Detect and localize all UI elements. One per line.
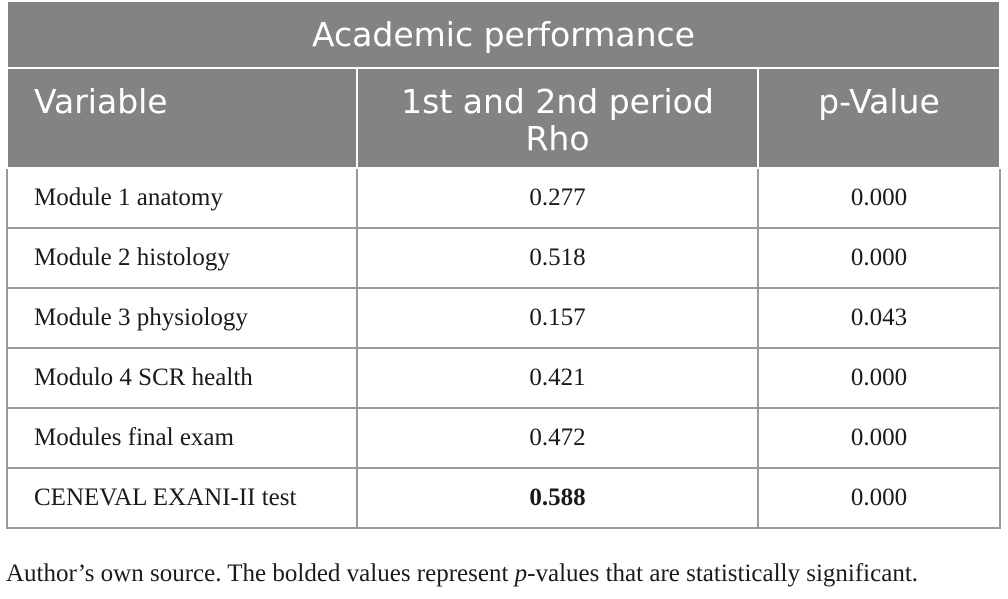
table-row: Module 1 anatomy 0.277 0.000 [6, 167, 1001, 229]
cell-variable: Module 1 anatomy [6, 167, 358, 229]
header-rho: 1st and 2nd period Rho [356, 67, 759, 169]
column-header-row: Variable 1st and 2nd period Rho p-Value [6, 67, 1001, 169]
header-variable: Variable [6, 67, 358, 169]
table-row: CENEVAL EXANI-II test 0.588 0.000 [6, 467, 1001, 529]
results-table: Academic performance Variable 1st and 2n… [6, 2, 1001, 529]
table-row: Modules final exam 0.472 0.000 [6, 407, 1001, 469]
cell-pvalue: 0.000 [757, 167, 1001, 229]
table-row: Modulo 4 SCR health 0.421 0.000 [6, 347, 1001, 409]
header-pvalue: p-Value [757, 67, 1001, 169]
cell-rho: 0.472 [356, 407, 759, 469]
footnote-text-end: -values that are statistically significa… [527, 560, 919, 587]
cell-variable: CENEVAL EXANI-II test [6, 467, 358, 529]
footnote-italic-p: p [514, 560, 528, 587]
table-header: Academic performance Variable 1st and 2n… [6, 2, 1001, 169]
table-footnote: Author’s own source. The bolded values r… [6, 560, 918, 588]
cell-rho: 0.518 [356, 227, 759, 289]
header-rho-line1: 1st and 2nd period [401, 82, 714, 121]
footnote-text-start: Author’s own source. The bolded values r… [6, 560, 515, 587]
header-rho-line2: Rho [525, 119, 590, 158]
table-title: Academic performance [6, 2, 1001, 69]
cell-pvalue: 0.000 [757, 347, 1001, 409]
cell-rho: 0.277 [356, 167, 759, 229]
cell-pvalue: 0.000 [757, 227, 1001, 289]
cell-rho: 0.588 [356, 467, 759, 529]
cell-pvalue: 0.000 [757, 467, 1001, 529]
cell-pvalue: 0.000 [757, 407, 1001, 469]
table-row: Module 2 histology 0.518 0.000 [6, 227, 1001, 289]
cell-pvalue: 0.043 [757, 287, 1001, 349]
title-row: Academic performance [6, 2, 1001, 69]
cell-variable: Module 2 histology [6, 227, 358, 289]
cell-rho: 0.157 [356, 287, 759, 349]
cell-variable: Module 3 physiology [6, 287, 358, 349]
table-row: Module 3 physiology 0.157 0.043 [6, 287, 1001, 349]
cell-variable: Modules final exam [6, 407, 358, 469]
results-table-container: Academic performance Variable 1st and 2n… [6, 2, 1001, 529]
table-body: Module 1 anatomy 0.277 0.000 Module 2 histo… [6, 167, 1001, 529]
cell-variable: Modulo 4 SCR health [6, 347, 358, 409]
cell-rho: 0.421 [356, 347, 759, 409]
